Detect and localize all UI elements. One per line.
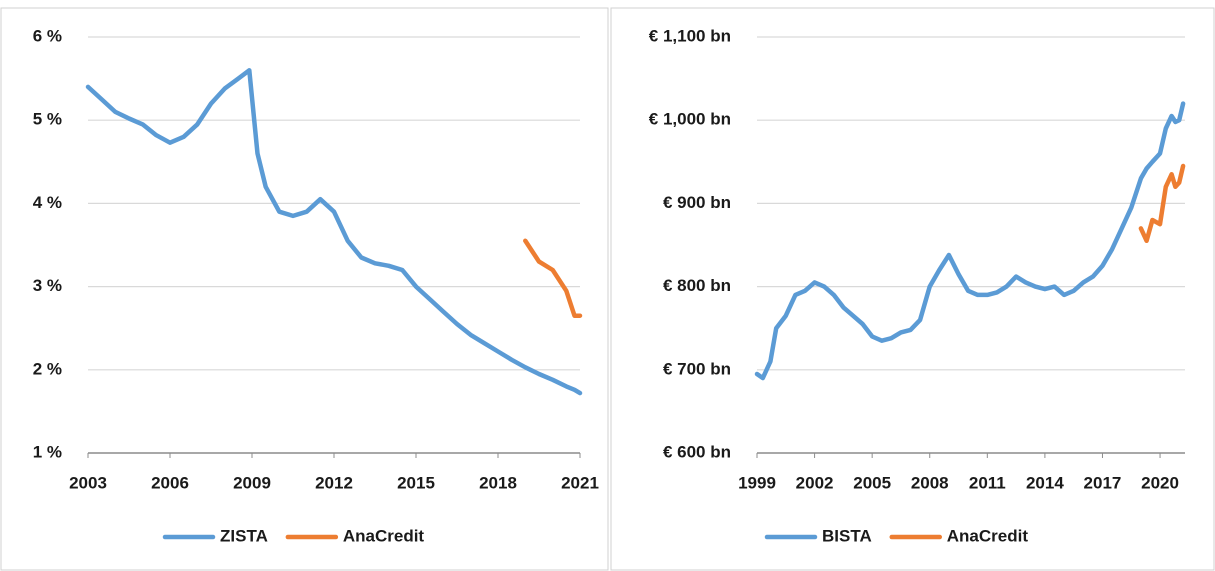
x-tick-label: 2002 xyxy=(796,473,834,492)
y-tick-label: 2 % xyxy=(33,359,62,378)
data-line xyxy=(523,238,583,318)
y-tick-label: € 1,100 bn xyxy=(649,26,731,45)
y-tick-label: € 800 bn xyxy=(663,276,731,295)
x-tick-label: 2009 xyxy=(233,473,271,492)
legend-label: ZISTA xyxy=(220,526,268,545)
x-tick-label: 2011 xyxy=(969,473,1006,492)
x-tick-label: 2003 xyxy=(69,473,107,492)
y-tick-label: 4 % xyxy=(33,193,62,212)
x-tick-label: 2015 xyxy=(397,473,435,492)
data-line xyxy=(754,101,1186,381)
legend-label: AnaCredit xyxy=(947,526,1029,545)
x-tick-label: 2018 xyxy=(479,473,517,492)
data-line xyxy=(1138,163,1186,244)
x-tick-label: 2020 xyxy=(1141,473,1179,492)
y-tick-label: 5 % xyxy=(33,110,62,129)
y-tick-label: € 600 bn xyxy=(663,442,731,461)
y-tick-label: 6 % xyxy=(33,26,62,45)
y-tick-label: € 700 bn xyxy=(663,359,731,378)
panel-border xyxy=(610,7,1215,571)
y-tick-label: 3 % xyxy=(33,276,62,295)
x-tick-label: 2017 xyxy=(1084,473,1122,492)
x-tick-label: 2014 xyxy=(1026,473,1064,492)
y-tick-label: 1 % xyxy=(33,442,62,461)
legend-label: AnaCredit xyxy=(343,526,425,545)
x-tick-label: 1999 xyxy=(738,473,776,492)
y-tick-label: € 900 bn xyxy=(663,193,731,212)
y-tick-label: € 1,000 bn xyxy=(649,110,731,129)
x-tick-label: 2006 xyxy=(151,473,189,492)
x-tick-label: 2008 xyxy=(911,473,949,492)
panel-border xyxy=(0,7,609,571)
x-tick-label: 2012 xyxy=(315,473,353,492)
x-tick-label: 2021 xyxy=(561,473,599,492)
data-line xyxy=(85,68,583,396)
legend-label: BISTA xyxy=(822,526,872,545)
x-tick-label: 2005 xyxy=(853,473,891,492)
